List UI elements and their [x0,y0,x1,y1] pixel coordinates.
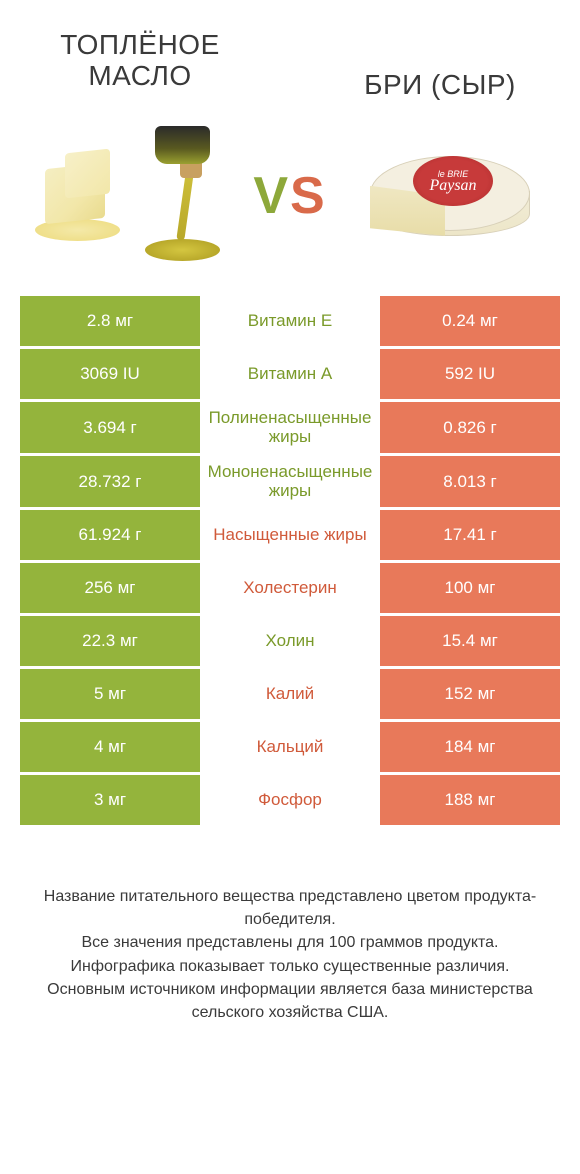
left-value: 2.8 мг [20,296,200,346]
right-value: 188 мг [380,775,560,825]
nutrient-name: Витамин E [200,296,380,346]
nutrient-name: Витамин A [200,349,380,399]
table-row: 28.732 гМононенасыщенные жиры8.013 г [20,456,560,507]
table-row: 3.694 гПолиненасыщенные жиры0.826 г [20,402,560,453]
nutrient-name: Насыщенные жиры [200,510,380,560]
right-product-title: БРИ (СЫР) [330,70,550,101]
right-value: 184 мг [380,722,560,772]
brie-cheese-icon: le BRIE Paysan [365,136,535,256]
nutrient-name: Холин [200,616,380,666]
table-row: 3069 IUВитамин A592 IU [20,349,560,399]
left-value: 5 мг [20,669,200,719]
brie-label-line2: Paysan [429,179,476,193]
right-value: 100 мг [380,563,560,613]
vs-label: VS [253,166,326,226]
comparison-table: 2.8 мгВитамин E0.24 мг3069 IUВитамин A59… [20,296,560,825]
left-product-title: ТОПЛЁНОЕ МАСЛО [30,30,250,92]
right-value: 8.013 г [380,456,560,507]
header: ТОПЛЁНОЕ МАСЛО БРИ (СЫР) [20,30,560,101]
right-value: 15.4 мг [380,616,560,666]
nutrient-name: Кальций [200,722,380,772]
table-row: 2.8 мгВитамин E0.24 мг [20,296,560,346]
left-value: 3069 IU [20,349,200,399]
footer-notes: Название питательного вещества представл… [20,885,560,1024]
table-row: 4 мгКальций184 мг [20,722,560,772]
left-product-image [30,126,230,266]
table-row: 256 мгХолестерин100 мг [20,563,560,613]
left-value: 3 мг [20,775,200,825]
footer-line: Основным источником информации является … [30,978,550,1024]
footer-line: Название питательного вещества представл… [30,885,550,931]
vs-v: V [253,167,290,225]
right-value: 152 мг [380,669,560,719]
brie-label: le BRIE Paysan [413,156,493,206]
right-value: 17.41 г [380,510,560,560]
left-value: 61.924 г [20,510,200,560]
right-value: 0.24 мг [380,296,560,346]
images-row: VS le BRIE Paysan [20,121,560,271]
nutrient-name: Калий [200,669,380,719]
ghee-oil-icon [30,126,230,266]
left-value: 3.694 г [20,402,200,453]
left-value: 256 мг [20,563,200,613]
right-value: 0.826 г [380,402,560,453]
footer-line: Инфографика показывает только существенн… [30,955,550,978]
table-row: 3 мгФосфор188 мг [20,775,560,825]
table-row: 61.924 гНасыщенные жиры17.41 г [20,510,560,560]
vs-s: S [290,167,327,225]
nutrient-name: Полиненасыщенные жиры [200,402,380,453]
left-value: 28.732 г [20,456,200,507]
right-product-image: le BRIE Paysan [350,126,550,266]
left-value: 4 мг [20,722,200,772]
left-value: 22.3 мг [20,616,200,666]
table-row: 22.3 мгХолин15.4 мг [20,616,560,666]
table-row: 5 мгКалий152 мг [20,669,560,719]
nutrient-name: Фосфор [200,775,380,825]
right-value: 592 IU [380,349,560,399]
nutrient-name: Холестерин [200,563,380,613]
footer-line: Все значения представлены для 100 граммо… [30,931,550,954]
nutrient-name: Мононенасыщенные жиры [200,456,380,507]
